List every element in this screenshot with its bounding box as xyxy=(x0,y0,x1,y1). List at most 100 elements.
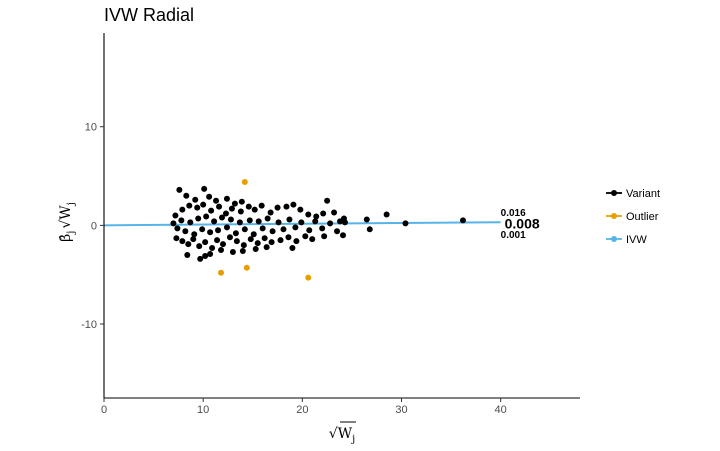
variant-point xyxy=(179,238,186,245)
variant-point xyxy=(190,236,197,243)
variant-point xyxy=(246,217,253,224)
outlier-point xyxy=(241,178,248,185)
variant-point xyxy=(219,214,226,221)
variant-point xyxy=(202,252,209,259)
variant-point xyxy=(237,208,244,215)
variant-point xyxy=(197,255,204,262)
legend-key-point xyxy=(611,190,617,196)
y-tick-label: 0 xyxy=(91,220,97,232)
variant-point xyxy=(263,244,270,251)
y-axis: -10 0 10 xyxy=(81,33,105,398)
variant-point xyxy=(324,197,331,204)
variant-point xyxy=(226,234,233,241)
annotation-label: 0.001 xyxy=(501,230,526,241)
variant-point xyxy=(264,215,271,222)
variant-point xyxy=(207,250,214,257)
variant-point xyxy=(202,239,209,246)
variant-point xyxy=(269,228,276,235)
x-tick-label: 40 xyxy=(495,404,507,416)
legend-label-outlier: Outlier xyxy=(626,211,659,223)
variant-point xyxy=(172,212,179,219)
variant-point xyxy=(289,245,296,252)
variant-point xyxy=(236,219,243,226)
y-axis-title-text: β̂j√Wj xyxy=(58,202,77,242)
variant-point xyxy=(185,241,192,248)
variant-point xyxy=(298,219,305,226)
y-axis-title-subscript: j xyxy=(66,202,77,206)
variant-point xyxy=(220,241,226,248)
variant-point xyxy=(216,203,223,210)
variant-point xyxy=(274,204,281,211)
variant-point xyxy=(268,239,275,246)
variant-point xyxy=(339,232,346,239)
variant-point xyxy=(366,226,373,233)
outlier-point xyxy=(243,264,250,271)
chart-title: IVW Radial xyxy=(104,5,194,25)
variant-point xyxy=(292,224,299,231)
variant-point xyxy=(215,227,222,234)
variant-point xyxy=(223,195,230,202)
variant-point xyxy=(196,243,203,250)
y-tick-label: -10 xyxy=(81,319,97,331)
variant-point xyxy=(195,215,202,222)
variant-point xyxy=(290,201,297,208)
variant-point xyxy=(280,226,287,233)
variant-point xyxy=(191,231,198,238)
x-tick-label: 10 xyxy=(197,404,209,416)
variant-point xyxy=(267,209,274,216)
x-axis: 0 10 20 30 40 xyxy=(101,397,580,416)
variant-point xyxy=(275,219,282,226)
x-tick-label: 30 xyxy=(395,404,407,416)
variant-point xyxy=(341,219,348,226)
variant-point xyxy=(187,219,194,226)
variant-point xyxy=(277,237,284,244)
variant-point xyxy=(228,205,235,212)
variant-point xyxy=(184,251,191,258)
variant-point xyxy=(213,197,220,204)
x-tick-label: 0 xyxy=(101,404,107,416)
legend-label-variant: Variant xyxy=(626,188,660,200)
variant-point xyxy=(223,224,230,231)
legend-label-ivw: IVW xyxy=(626,234,647,246)
variant-point xyxy=(283,203,290,210)
variant-point xyxy=(321,233,328,240)
variant-point xyxy=(218,247,225,254)
variant-point xyxy=(259,225,266,232)
variant-point xyxy=(201,185,208,192)
variant-point xyxy=(334,228,341,235)
variant-point xyxy=(331,209,338,216)
variant-point xyxy=(211,218,218,225)
annotation-label: 0.008 xyxy=(505,215,540,231)
variant-point xyxy=(247,236,254,243)
variant-point xyxy=(254,240,261,247)
variant-point xyxy=(233,238,240,245)
variant-point xyxy=(258,202,265,209)
variant-point xyxy=(402,220,409,227)
variant-point xyxy=(232,230,239,237)
variant-point xyxy=(186,202,193,209)
variant-point xyxy=(261,235,268,242)
variant-point xyxy=(214,237,221,244)
variant-point xyxy=(203,213,210,220)
variant-point xyxy=(383,211,390,218)
variant-point xyxy=(293,238,300,245)
annotation-label: 0.016 xyxy=(501,208,526,219)
variant-point xyxy=(286,216,293,223)
variant-point xyxy=(363,216,370,223)
variant-point xyxy=(227,216,234,223)
x-axis-title-subscript: j xyxy=(351,434,355,445)
outlier-point xyxy=(305,274,312,281)
variant-point xyxy=(312,218,319,225)
variant-point xyxy=(313,213,320,220)
variant-point xyxy=(238,198,245,205)
legend-key-point xyxy=(611,213,617,219)
variant-point xyxy=(208,207,215,214)
variant-point xyxy=(229,249,236,255)
variant-point xyxy=(327,220,334,227)
variant-point xyxy=(207,229,214,236)
variant-point xyxy=(222,210,229,217)
variant-point xyxy=(200,201,207,208)
variant-point xyxy=(245,203,252,210)
